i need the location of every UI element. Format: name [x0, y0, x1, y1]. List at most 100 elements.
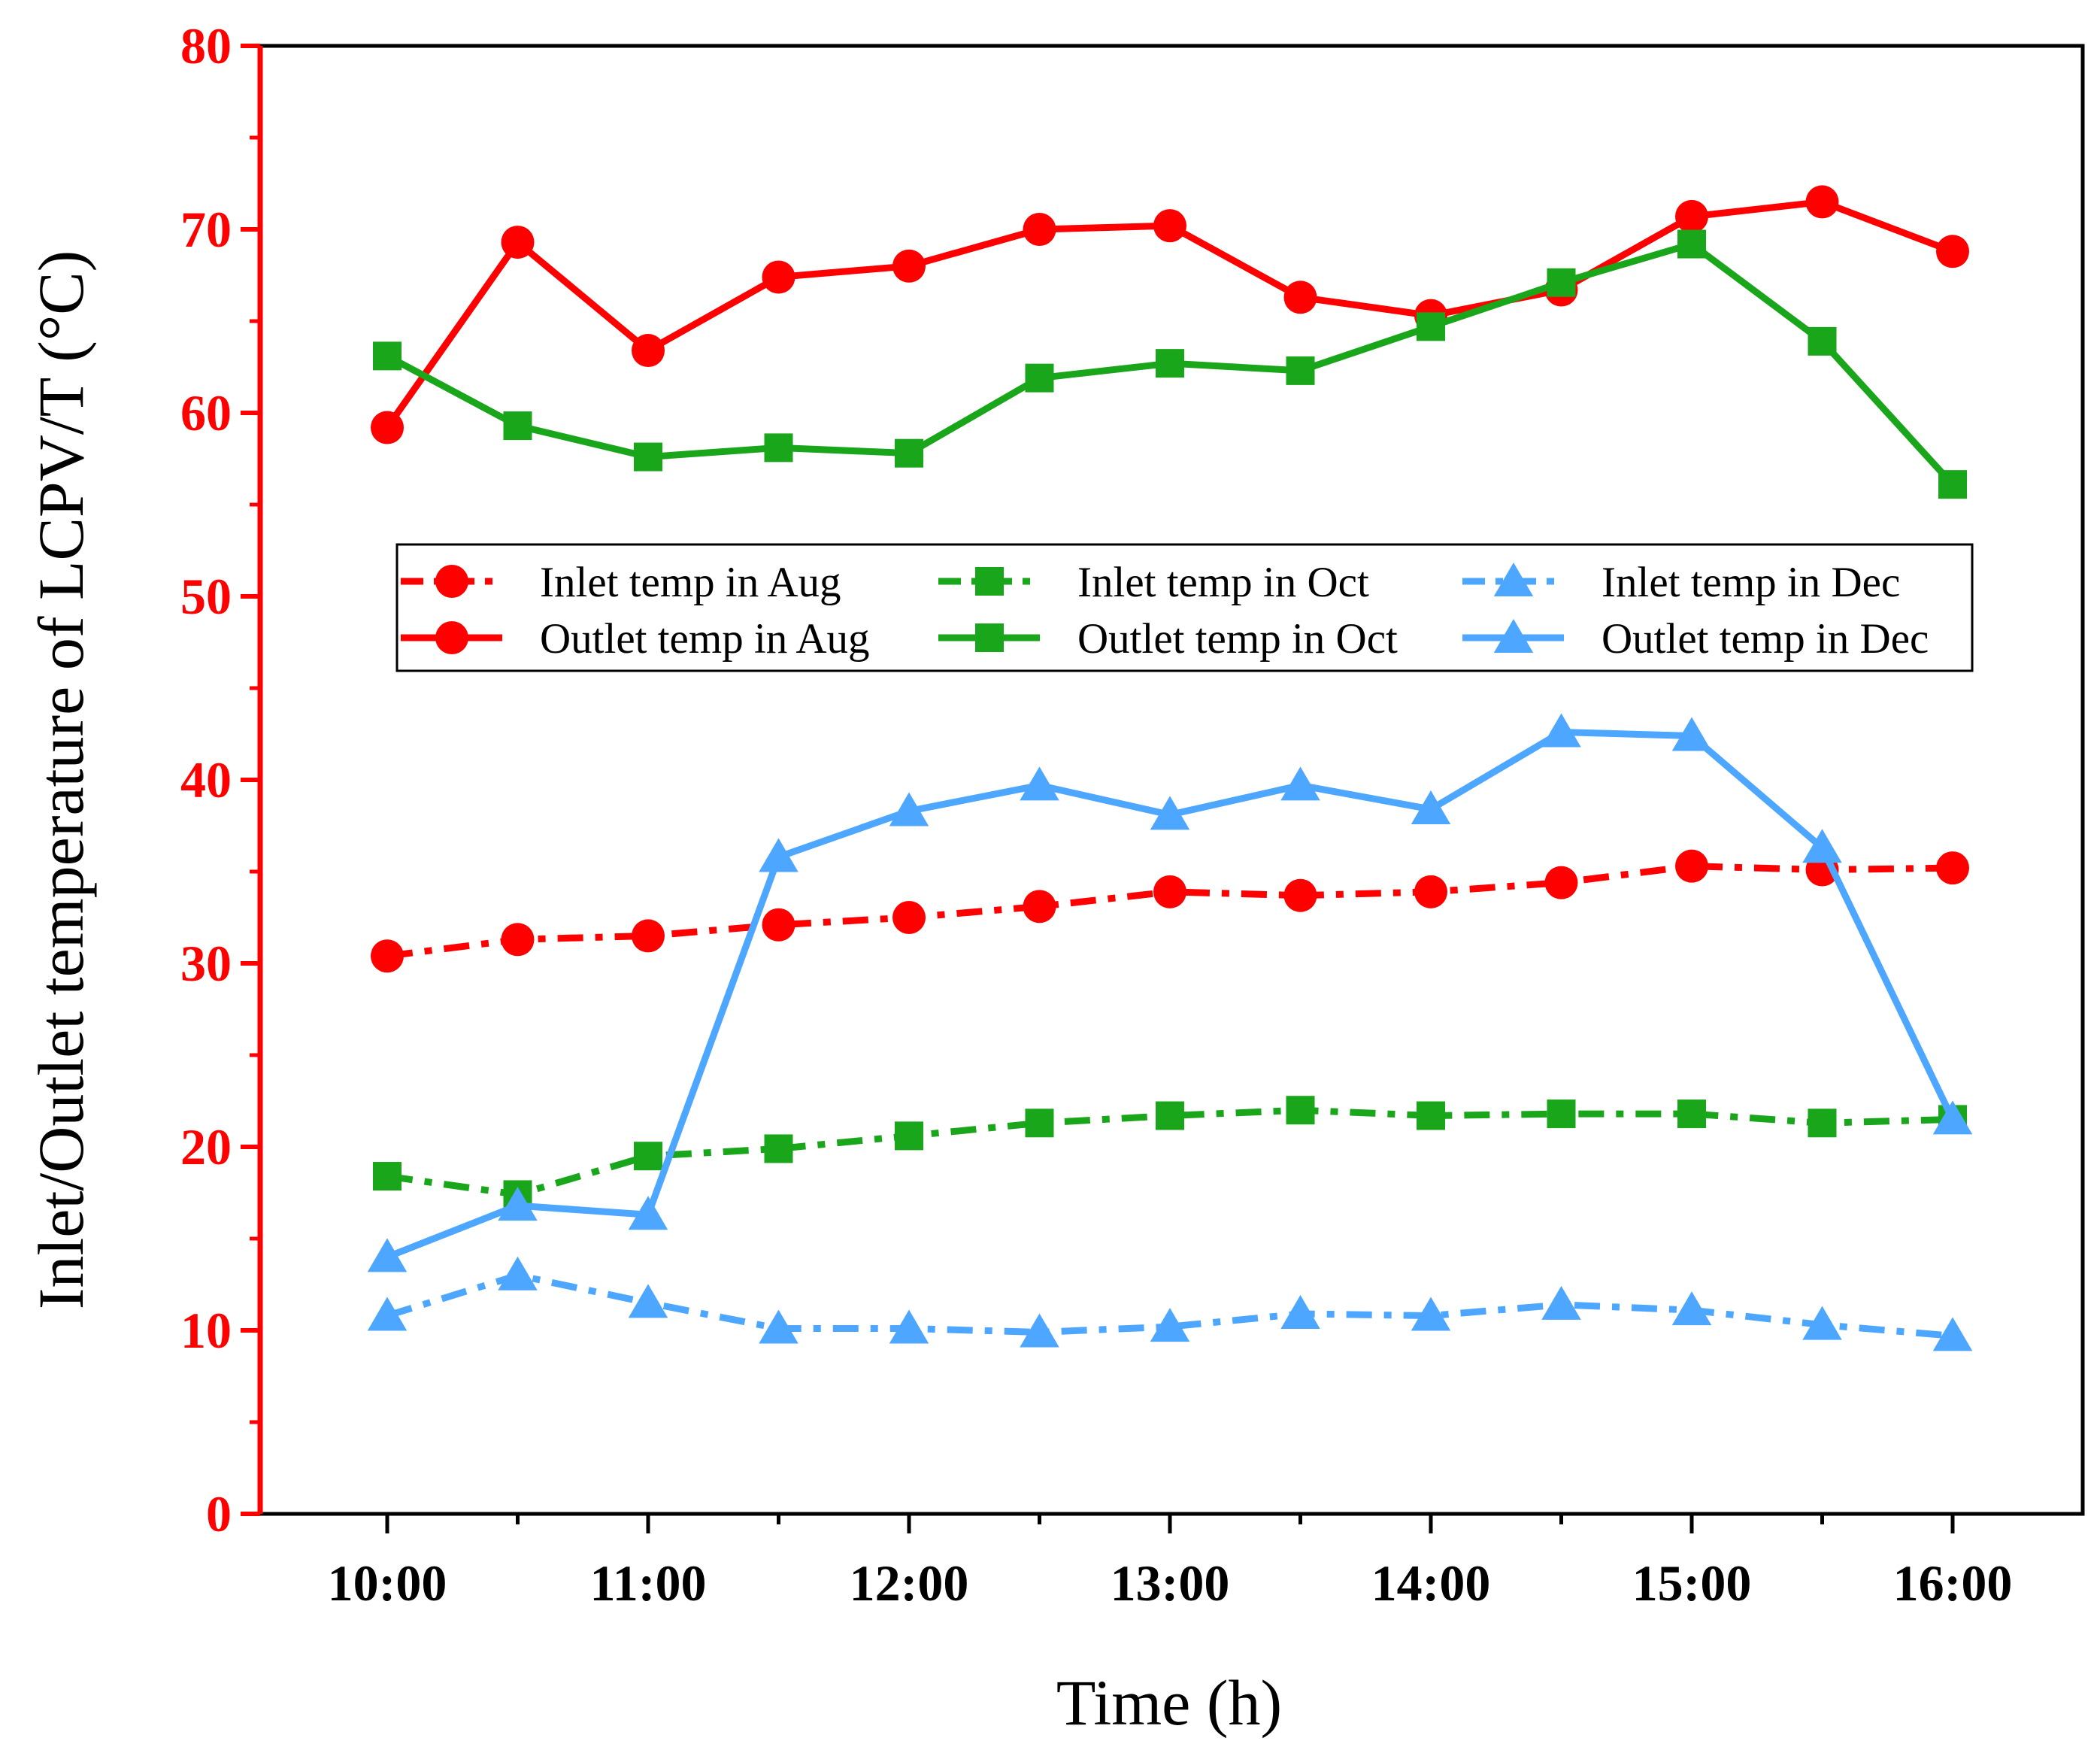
data-point [1541, 1285, 1581, 1320]
data-point [762, 260, 795, 294]
data-point [1802, 1306, 1842, 1340]
legend-label: Inlet temp in Aug [540, 559, 841, 606]
data-point [1932, 1317, 1973, 1351]
data-point [367, 1297, 408, 1331]
data-point [1411, 1297, 1451, 1331]
data-point [1023, 890, 1056, 924]
data-point [892, 249, 926, 283]
data-point [892, 901, 926, 934]
legend-swatch-marker [975, 567, 1004, 596]
x-tick-label: 16:00 [1893, 1554, 2013, 1612]
data-point [371, 939, 404, 973]
data-point [1671, 717, 1712, 751]
y-tick-label: 80 [180, 17, 232, 74]
x-axis: 10:00 11:00 12:00 13:00 14:00 15:00 16:00 [328, 1514, 2013, 1612]
y-tick-label: 20 [180, 1118, 232, 1175]
data-point [632, 334, 665, 368]
series-3 [371, 185, 1969, 444]
data-point [634, 442, 662, 472]
data-point [1283, 281, 1317, 314]
y-tick-label: 50 [180, 568, 232, 625]
data-point [1677, 229, 1706, 259]
data-point [895, 438, 923, 468]
series-4 [373, 229, 1967, 499]
y-axis-title: Inlet/Outlet temperature of LCPV/T (°C) [25, 250, 97, 1309]
data-point [1671, 1291, 1712, 1326]
legend-entry: Inlet temp in Dec [1462, 559, 1900, 606]
chart-marks [367, 185, 1973, 1351]
data-point [1411, 790, 1451, 825]
data-point [634, 1142, 662, 1171]
legend-entry: Outlet temp in Dec [1462, 615, 1929, 663]
data-point [1808, 326, 1837, 356]
data-point [1025, 363, 1054, 393]
data-point [759, 838, 798, 872]
data-point [498, 1256, 538, 1291]
data-point [759, 1309, 798, 1344]
legend-label: Inlet temp in Oct [1077, 559, 1369, 606]
legend-entry: Inlet temp in Oct [938, 559, 1369, 606]
data-point [1547, 1099, 1576, 1129]
data-point [1150, 1308, 1190, 1342]
data-point [1414, 875, 1447, 908]
data-point [1936, 851, 1969, 885]
data-point [1153, 209, 1186, 243]
data-point [1020, 1313, 1059, 1348]
data-point [1023, 213, 1056, 246]
data-point [1280, 1295, 1320, 1330]
plot-frame [258, 44, 2085, 1516]
data-point [1153, 875, 1186, 908]
data-point [632, 919, 665, 953]
legend-entry: Inlet temp in Aug [401, 559, 841, 606]
data-point [1802, 829, 1842, 863]
legend-swatch-marker [1493, 619, 1534, 653]
y-axis: 0 10 20 30 40 50 60 70 80 [180, 17, 260, 1542]
x-tick-label: 14:00 [1371, 1554, 1491, 1612]
data-point [373, 1162, 402, 1191]
legend-entry: Outlet temp in Oct [938, 615, 1398, 663]
x-tick-label: 15:00 [1632, 1554, 1752, 1612]
data-point [1547, 268, 1576, 297]
legend-label: Outlet temp in Aug [540, 615, 870, 663]
data-point [1286, 356, 1315, 385]
data-point [498, 1187, 538, 1221]
x-tick-label: 11:00 [590, 1554, 707, 1612]
data-point [1280, 766, 1320, 801]
data-point [367, 1238, 408, 1272]
legend: Inlet temp in Aug Inlet temp in Oct Inlet … [395, 543, 1974, 672]
legend-swatch-marker [1493, 563, 1534, 596]
data-point [889, 792, 929, 826]
legend-label: Outlet temp in Dec [1602, 615, 1929, 663]
x-tick-label: 12:00 [850, 1554, 969, 1612]
data-point [1544, 866, 1578, 899]
x-tick-label: 10:00 [328, 1554, 447, 1612]
legend-label: Outlet temp in Oct [1077, 615, 1398, 663]
y-tick-label: 70 [180, 201, 232, 258]
data-point [1808, 1109, 1837, 1138]
data-point [1025, 1109, 1054, 1138]
y-tick-label: 60 [180, 384, 232, 441]
y-tick-label: 40 [180, 751, 232, 808]
legend-label: Inlet temp in Dec [1602, 559, 1900, 606]
data-point [1932, 1100, 1973, 1135]
data-point [1938, 470, 1967, 499]
legend-box [395, 543, 1974, 672]
data-point [1417, 312, 1445, 341]
y-tick-label: 10 [180, 1302, 232, 1359]
data-point [762, 908, 795, 942]
data-point [501, 226, 535, 259]
data-point [503, 411, 532, 441]
data-point [764, 1134, 793, 1163]
series-1 [373, 1096, 1967, 1209]
data-point [1541, 713, 1581, 748]
data-point [1936, 235, 1969, 268]
data-point [1675, 199, 1708, 233]
data-point [1156, 349, 1184, 378]
data-point [1020, 766, 1059, 801]
legend-swatch-marker [435, 621, 468, 654]
data-point [889, 1309, 929, 1344]
y-tick-label: 0 [206, 1485, 232, 1542]
data-point [1283, 878, 1317, 912]
series-0 [371, 849, 1969, 973]
